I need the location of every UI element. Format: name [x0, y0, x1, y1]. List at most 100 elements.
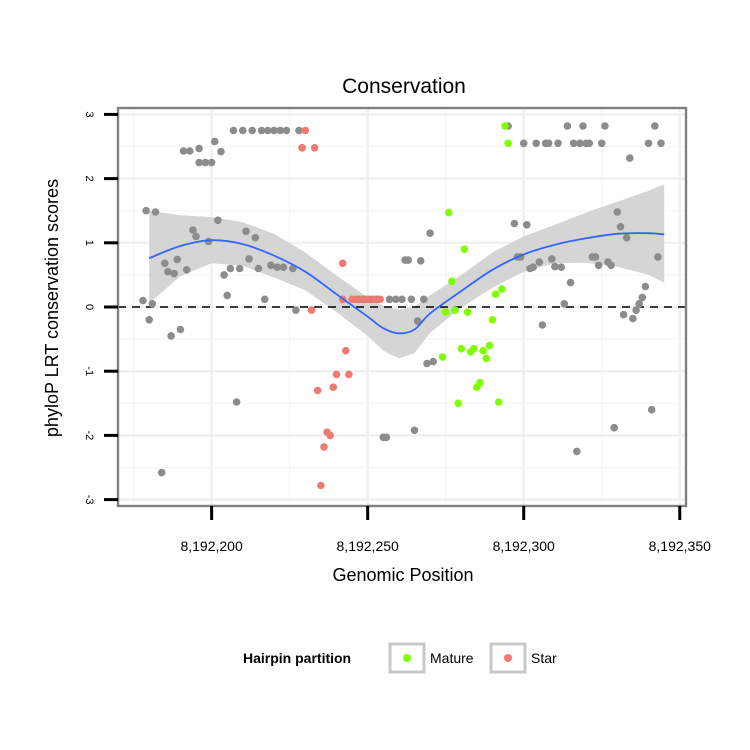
point-other	[279, 263, 288, 272]
legend-label-star: Star	[531, 650, 557, 666]
point-mature	[488, 316, 497, 324]
point-other	[229, 126, 238, 135]
point-other	[382, 433, 391, 442]
point-mature	[485, 341, 494, 350]
y-tick-label: 3	[83, 111, 95, 117]
point-other	[179, 147, 188, 155]
point-other	[560, 300, 569, 308]
point-other	[557, 263, 565, 272]
point-other	[226, 264, 235, 273]
point-other	[626, 154, 634, 162]
point-other	[260, 295, 269, 304]
point-other	[551, 262, 559, 271]
smooth-trend-line	[148, 232, 665, 335]
point-other	[186, 147, 194, 155]
point-other	[139, 296, 147, 305]
x-tick-label: 8,192,350	[649, 538, 711, 554]
x-tick-label: 8,192,300	[493, 538, 555, 554]
point-other	[176, 325, 185, 334]
point-other	[523, 221, 531, 229]
point-other	[292, 306, 300, 315]
x-axis-title: Genomic Position	[332, 565, 473, 585]
point-other	[529, 263, 537, 272]
point-mature	[441, 308, 450, 316]
point-other	[632, 306, 640, 315]
point-star	[301, 126, 310, 135]
point-star	[357, 295, 366, 304]
point-mature	[451, 306, 459, 315]
point-other	[616, 223, 625, 231]
point-other	[167, 332, 175, 340]
point-other	[579, 122, 587, 130]
point-other	[232, 398, 241, 406]
point-star	[313, 386, 322, 395]
point-other	[235, 264, 244, 273]
point-other	[563, 122, 572, 130]
legend-label-mature: Mature	[430, 650, 474, 666]
point-other	[295, 126, 303, 135]
point-other	[264, 126, 272, 135]
point-mature	[482, 354, 491, 363]
point-other	[270, 126, 278, 135]
y-tick-label: -3	[83, 495, 95, 505]
point-other	[566, 278, 575, 287]
confidence-band	[149, 184, 665, 359]
point-other	[622, 233, 631, 242]
point-star	[317, 481, 325, 490]
y-tick-label: 2	[83, 176, 95, 182]
point-other	[195, 144, 203, 153]
point-other	[519, 139, 528, 148]
point-other	[573, 447, 581, 456]
point-star	[363, 295, 372, 304]
point-star	[310, 144, 319, 152]
point-other	[635, 300, 643, 308]
point-other	[201, 158, 210, 167]
point-other	[657, 139, 665, 148]
point-other	[407, 295, 416, 304]
point-other	[164, 267, 172, 276]
point-other	[576, 139, 584, 148]
point-other	[398, 295, 406, 304]
point-other	[410, 426, 419, 435]
point-other	[532, 139, 540, 148]
legend-dot-mature	[403, 654, 411, 662]
y-tick-label: 0	[83, 304, 95, 310]
point-other	[210, 137, 219, 146]
point-star	[376, 295, 385, 304]
point-other	[423, 359, 431, 368]
point-mature	[460, 245, 469, 253]
point-other	[535, 258, 544, 266]
point-other	[638, 293, 647, 302]
point-star	[326, 431, 335, 440]
point-other	[239, 126, 247, 135]
x-tick-label: 8,192,250	[337, 538, 399, 554]
point-star	[332, 370, 341, 379]
point-other	[151, 208, 160, 216]
point-other	[601, 122, 609, 130]
point-other	[420, 295, 428, 304]
point-other	[145, 316, 153, 324]
point-other	[404, 256, 413, 264]
point-mature	[491, 290, 500, 299]
point-other	[629, 314, 637, 323]
point-other	[641, 282, 650, 291]
point-other	[426, 229, 434, 237]
point-other	[585, 139, 594, 148]
point-mature	[470, 344, 478, 353]
point-star	[329, 383, 338, 392]
point-mature	[498, 285, 506, 293]
point-other	[220, 271, 228, 279]
point-other	[597, 139, 606, 148]
point-other	[248, 126, 256, 135]
point-other	[385, 295, 394, 304]
x-tick-label: 8,192,200	[180, 538, 242, 554]
point-star	[370, 295, 378, 304]
point-other	[267, 261, 275, 270]
point-other	[607, 261, 615, 270]
point-other	[610, 423, 618, 432]
point-other	[510, 219, 519, 228]
legend: Hairpin partition Mature Star	[243, 642, 557, 674]
point-other	[257, 126, 266, 135]
point-mature	[504, 139, 512, 148]
point-other	[214, 216, 222, 225]
